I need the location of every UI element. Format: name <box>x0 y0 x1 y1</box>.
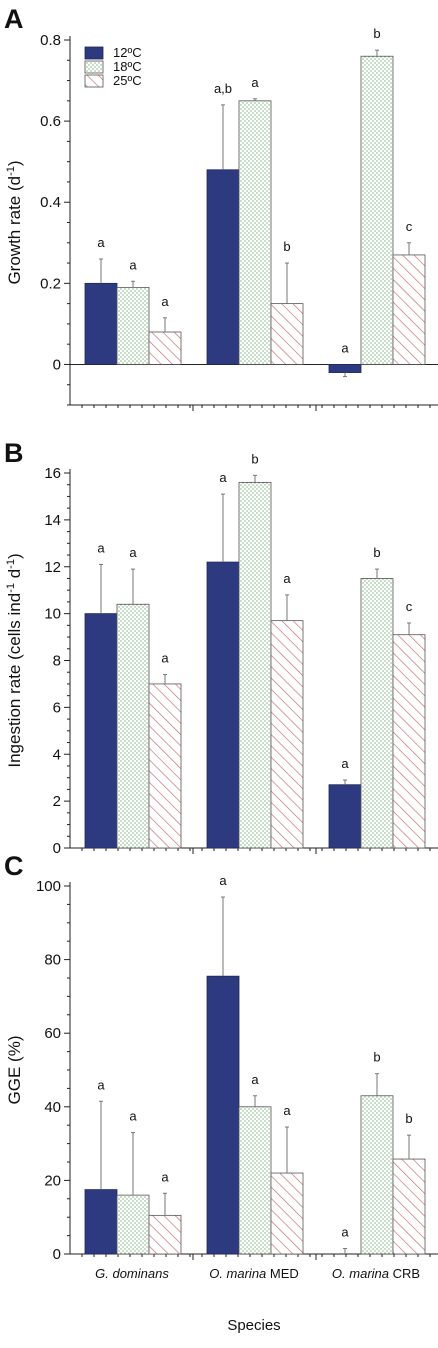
bar-B-s0-c2 <box>328 784 362 849</box>
significance-letter: a <box>251 1072 259 1087</box>
significance-letter: a <box>129 1109 137 1124</box>
y-tick-label: 0.2 <box>40 275 61 292</box>
bar-B-s2-c1 <box>270 620 304 849</box>
legend-swatch-2 <box>84 74 104 88</box>
significance-letter: a <box>97 1077 105 1092</box>
bar-B-s0-c1 <box>206 561 240 849</box>
significance-letter: a <box>341 340 349 355</box>
significance-letter: a <box>161 294 169 309</box>
panel-A: A Growth rate (d-1) 0 0.2 0.4 0.6 0.8 a a,b a a a b a… <box>4 4 438 411</box>
y-tick-label: 60 <box>44 1025 61 1042</box>
bar-C-s2-c0 <box>148 1214 182 1255</box>
significance-letter: c <box>406 599 413 614</box>
y-tick-label: 100 <box>36 878 61 895</box>
significance-letter: a,b <box>214 81 232 96</box>
y-tick-label: 0.4 <box>40 194 61 211</box>
significance-letter: b <box>405 1111 412 1126</box>
legend-label: 25ºC <box>113 73 142 88</box>
legend-label: 12ºC <box>113 45 142 60</box>
y-tick-label: 0.8 <box>40 32 61 49</box>
y-tick-label: 0 <box>53 356 61 373</box>
panel-C: C GGE (%) 0 20 40 60 80 100 a a a a a b a a b G. dominans… <box>4 851 438 1334</box>
y-tick-label: 0 <box>53 840 61 857</box>
significance-letter: a <box>219 873 227 888</box>
y-tick-label: 4 <box>53 746 61 763</box>
significance-letter: a <box>251 75 259 90</box>
y-tick-label: 2 <box>53 793 61 810</box>
bar-B-s1-c0 <box>116 603 150 849</box>
bar-B-s1-c1 <box>238 481 272 849</box>
significance-letter: a <box>97 235 105 250</box>
y-tick-label: 20 <box>44 1172 61 1189</box>
x-axis-title: Species <box>227 1317 280 1334</box>
significance-letter: a <box>219 470 227 485</box>
panel-letter: C <box>4 851 24 881</box>
significance-letter: b <box>373 1050 380 1065</box>
bar-B-s1-c2 <box>360 578 394 849</box>
bar-C-s2-c2 <box>392 1158 426 1255</box>
significance-letter: c <box>406 219 413 234</box>
bar-C-s1-c2 <box>360 1095 394 1255</box>
bar-A-s0-c2 <box>328 364 362 373</box>
bar-A-s0-c0 <box>84 282 118 365</box>
panel-B: B Ingestion rate (cells ind-1 d-1) 0 2 4 6 8 10… <box>4 438 438 857</box>
significance-letter: a <box>341 1224 349 1239</box>
category-label: O. marina MED <box>209 1266 299 1281</box>
bar-A-s2-c0 <box>148 331 182 365</box>
y-axis-title: GGE (%) <box>5 1036 24 1105</box>
legend-swatch-0 <box>84 46 104 60</box>
legend-label: 18ºC <box>113 59 142 74</box>
bar-B-s0-c0 <box>84 613 118 849</box>
y-tick-label: 16 <box>44 465 61 482</box>
significance-letter: b <box>283 239 290 254</box>
significance-letter: b <box>251 451 258 466</box>
bar-A-s2-c2 <box>392 254 426 365</box>
category-label: O. marina CRB <box>332 1266 420 1281</box>
y-tick-label: 0 <box>53 1246 61 1263</box>
panel-letter: B <box>4 438 24 468</box>
bar-B-s2-c2 <box>392 634 426 849</box>
significance-letter: a <box>161 651 169 666</box>
bar-A-s1-c0 <box>116 286 150 365</box>
y-tick-label: 14 <box>44 512 61 529</box>
legend-swatch-1 <box>84 60 104 74</box>
y-tick-label: 8 <box>53 653 61 670</box>
significance-letter: a <box>129 257 137 272</box>
significance-letter: b <box>373 26 380 41</box>
bar-A-s1-c2 <box>360 55 394 365</box>
category-label: G. dominans <box>95 1266 169 1281</box>
significance-letter: a <box>283 571 291 586</box>
y-tick-label: 0.6 <box>40 113 61 130</box>
y-tick-label: 10 <box>44 606 61 623</box>
significance-letter: a <box>161 1169 169 1184</box>
significance-letter: a <box>97 540 105 555</box>
bar-A-s1-c1 <box>238 100 272 365</box>
y-axis-title: Ingestion rate (cells ind-1 d-1) <box>5 553 24 767</box>
y-tick-label: 80 <box>44 952 61 969</box>
y-tick-label: 40 <box>44 1099 61 1116</box>
bar-C-s0-c1 <box>206 975 240 1255</box>
bar-C-s1-c0 <box>116 1194 150 1255</box>
y-tick-label: 6 <box>53 699 61 716</box>
bar-C-s1-c1 <box>238 1106 272 1255</box>
y-tick-label: 12 <box>44 559 61 576</box>
bar-A-s2-c1 <box>270 303 304 365</box>
bar-A-s0-c1 <box>206 169 240 365</box>
panel-letter: A <box>4 4 24 34</box>
bar-C-s2-c1 <box>270 1172 304 1255</box>
y-axis-title: Growth rate (d-1) <box>5 160 24 284</box>
significance-letter: a <box>129 545 137 560</box>
significance-letter: a <box>341 756 349 771</box>
bar-B-s2-c0 <box>148 683 182 849</box>
significance-letter: a <box>283 1103 291 1118</box>
significance-letter: b <box>373 545 380 560</box>
bar-C-s0-c0 <box>84 1189 118 1255</box>
